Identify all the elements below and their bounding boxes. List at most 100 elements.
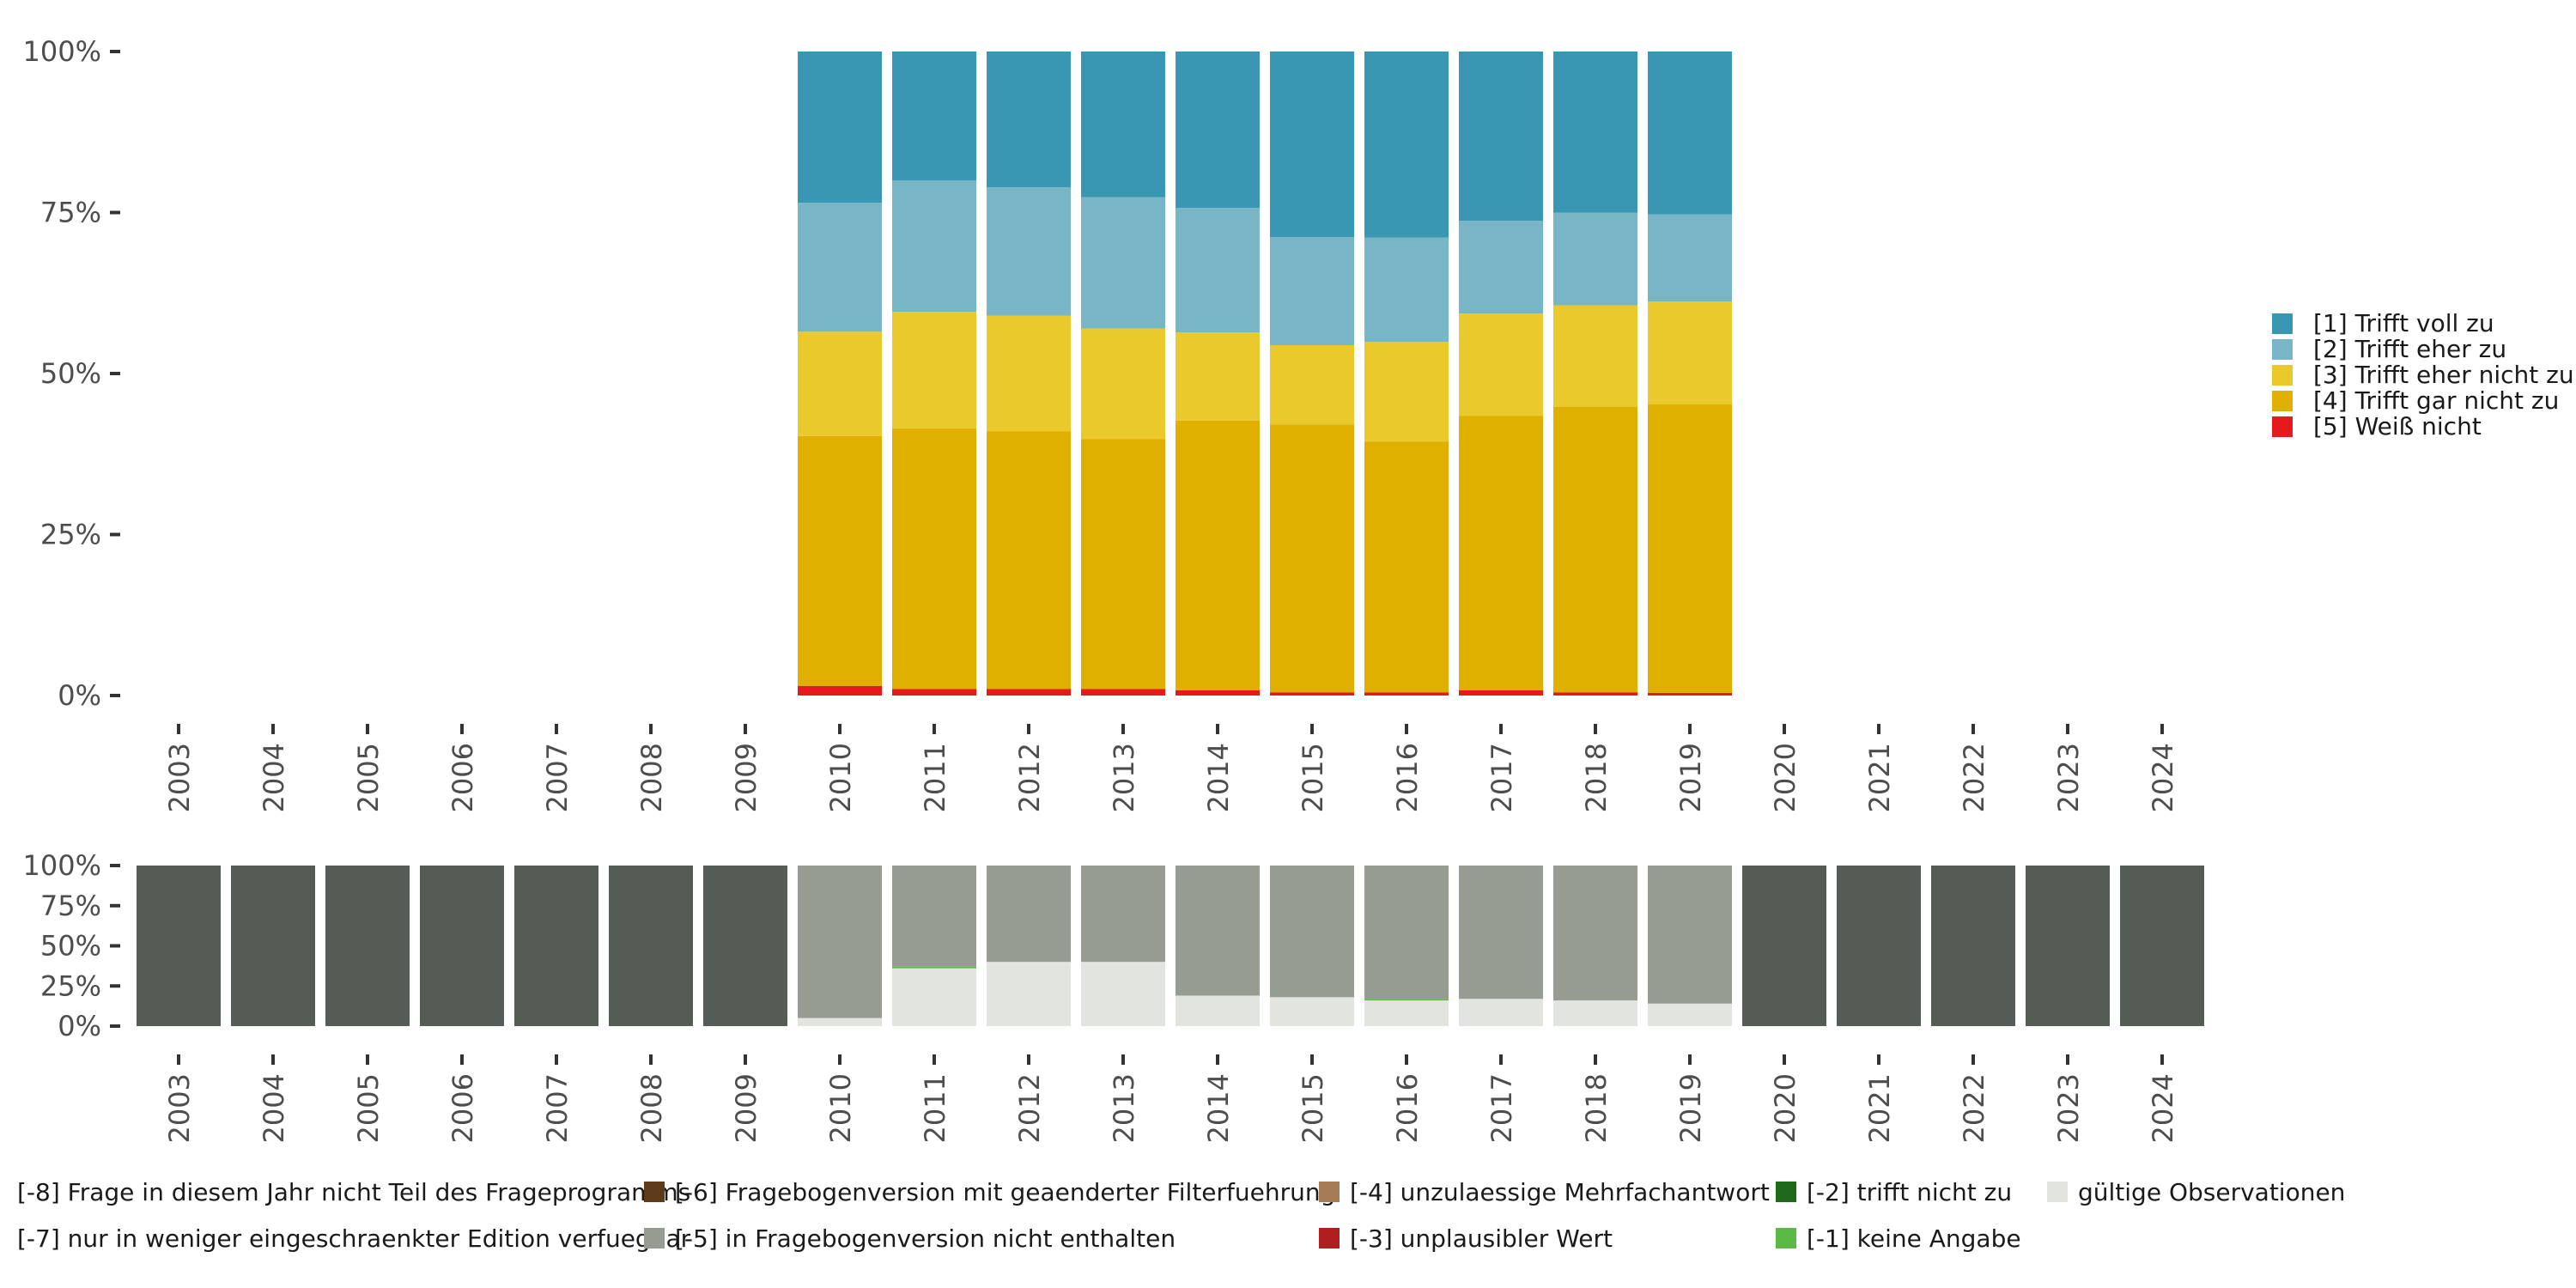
bar-1-trifft-voll-zu-2018 (1553, 52, 1637, 213)
bar-1-trifft-voll-zu-2013 (1081, 52, 1165, 197)
bar-5-wei-nicht-2013 (1081, 689, 1165, 696)
bar-5-wei-nicht-2012 (987, 689, 1071, 696)
bar-5-in-fragebogenversion-nicht-enthalten-2013 (1081, 866, 1165, 963)
bottom-legend-label-2-trifft-nicht-zu: [-2] trifft nicht zu (1807, 1178, 2012, 1206)
x-tick-label-2024: 2024 (2147, 1073, 2179, 1143)
bar-4-trifft-gar-nicht-zu-2014 (1176, 420, 1260, 690)
bottom-legend-label-7-nur-in-weniger-eingeschraenkter-edition-verfuegbar: [-7] nur in weniger eingeschraenkter Edi… (17, 1224, 691, 1253)
bar-g-ltige-observationen-2016 (1364, 1000, 1449, 1026)
x-tick-label-2019: 2019 (1674, 743, 1707, 812)
bottom-legend-swatch-3-unplausibler-wert (1319, 1228, 1340, 1249)
bar-4-trifft-gar-nicht-zu-2018 (1553, 407, 1637, 693)
bar-8-frage-in-diesem-jahr-nicht-teil-des-frageprogramms-2022 (1931, 866, 2015, 1026)
x-tick-label-2021: 2021 (1863, 743, 1896, 812)
bar-1-trifft-voll-zu-2011 (892, 52, 976, 180)
bottom-legend: [-8] Frage in diesem Jahr nicht Teil des… (17, 1178, 2345, 1253)
bar-8-frage-in-diesem-jahr-nicht-teil-des-frageprogramms-2023 (2026, 866, 2110, 1026)
bar-5-in-fragebogenversion-nicht-enthalten-2017 (1459, 866, 1543, 999)
x-tick-label-2015: 2015 (1297, 1073, 1329, 1143)
bar-8-frage-in-diesem-jahr-nicht-teil-des-frageprogramms-2024 (2120, 866, 2204, 1026)
bottom-legend-label-g-ltige-observationen: gültige Observationen (2078, 1178, 2345, 1206)
x-tick-label-2021: 2021 (1863, 1073, 1896, 1143)
bar-5-wei-nicht-2014 (1176, 690, 1260, 696)
x-tick-label-2017: 2017 (1485, 743, 1518, 812)
bottom-legend-label-4-unzulaessige-mehrfachantwort: [-4] unzulaessige Mehrfachantwort (1350, 1178, 1770, 1206)
x-tick-label-2012: 2012 (1013, 1073, 1046, 1143)
bar-3-trifft-eher-nicht-zu-2010 (798, 331, 882, 436)
x-tick-label-2012: 2012 (1013, 743, 1046, 812)
legend-swatch-1-trifft-voll-zu (2272, 313, 2293, 334)
legend-swatch-5-wei-nicht (2272, 416, 2293, 437)
top-panel: 0% 25% 50% 75% 100% 2003 2004 2005 2006 2007 2008 2… (23, 35, 2179, 812)
bar-5-in-fragebogenversion-nicht-enthalten-2015 (1270, 866, 1354, 998)
bar-3-trifft-eher-nicht-zu-2019 (1648, 301, 1732, 404)
bottom-panel: 0% 25% 50% 75% 100% 2003 2004 2005 2006 2007 2008 2… (23, 849, 2204, 1143)
bottom-legend-label-1-keine-angabe: [-1] keine Angabe (1807, 1224, 2021, 1253)
x-tick-label-2005: 2005 (352, 743, 385, 812)
legend-swatch-2-trifft-eher-zu (2272, 339, 2293, 360)
bar-g-ltige-observationen-2014 (1176, 995, 1260, 1026)
y-tick-label: 75% (40, 197, 101, 229)
bar-4-trifft-gar-nicht-zu-2012 (987, 431, 1071, 690)
x-tick-label-2019: 2019 (1674, 1073, 1707, 1143)
x-tick-label-2020: 2020 (1769, 1073, 1801, 1143)
bar-8-frage-in-diesem-jahr-nicht-teil-des-frageprogramms-2021 (1837, 866, 1921, 1026)
bar-5-in-fragebogenversion-nicht-enthalten-2014 (1176, 866, 1260, 996)
bar-4-trifft-gar-nicht-zu-2015 (1270, 424, 1354, 693)
x-tick-label-2016: 2016 (1391, 1073, 1424, 1143)
bar-8-frage-in-diesem-jahr-nicht-teil-des-frageprogramms-2006 (420, 866, 504, 1026)
bottom-legend-swatch-6-fragebogenversion-mit-geaenderter-filterfuehrung (644, 1182, 665, 1202)
x-tick-label-2024: 2024 (2147, 743, 2179, 812)
x-tick-label-2008: 2008 (635, 743, 668, 812)
bar-1-keine-angabe-2011 (892, 966, 976, 969)
x-tick-label-2011: 2011 (919, 743, 951, 812)
x-tick-label-2007: 2007 (541, 743, 574, 812)
bar-2-trifft-eher-zu-2013 (1081, 197, 1165, 329)
bar-g-ltige-observationen-2017 (1459, 999, 1543, 1026)
x-tick-label-2017: 2017 (1485, 1073, 1518, 1143)
y-tick-label: 75% (40, 890, 101, 922)
bar-1-trifft-voll-zu-2014 (1176, 52, 1260, 209)
bar-3-trifft-eher-nicht-zu-2017 (1459, 313, 1543, 416)
bar-8-frage-in-diesem-jahr-nicht-teil-des-frageprogramms-2003 (137, 866, 221, 1026)
bar-8-frage-in-diesem-jahr-nicht-teil-des-frageprogramms-2009 (703, 866, 787, 1026)
bar-1-trifft-voll-zu-2017 (1459, 52, 1543, 222)
x-tick-label-2008: 2008 (635, 1073, 668, 1143)
bar-4-trifft-gar-nicht-zu-2019 (1648, 404, 1732, 693)
y-tick-label: 0% (58, 1010, 101, 1042)
bar-2-trifft-eher-zu-2014 (1176, 208, 1260, 332)
bar-1-trifft-voll-zu-2016 (1364, 52, 1449, 238)
x-tick-label-2010: 2010 (824, 1073, 857, 1143)
bar-8-frage-in-diesem-jahr-nicht-teil-des-frageprogramms-2007 (514, 866, 598, 1026)
bar-g-ltige-observationen-2011 (892, 968, 976, 1026)
bar-2-trifft-eher-zu-2019 (1648, 214, 1732, 301)
bottom-legend-label-5-in-fragebogenversion-nicht-enthalten: [-5] in Fragebogenversion nicht enthalte… (675, 1224, 1176, 1253)
bar-5-in-fragebogenversion-nicht-enthalten-2018 (1553, 866, 1637, 1001)
bottom-legend-label-8-frage-in-diesem-jahr-nicht-teil-des-frageprogramms: [-8] Frage in diesem Jahr nicht Teil des… (17, 1178, 690, 1206)
bottom-legend-swatch-2-trifft-nicht-zu (1776, 1182, 1796, 1202)
bar-1-trifft-voll-zu-2019 (1648, 52, 1732, 215)
y-tick-label: 50% (40, 930, 101, 963)
legend-swatch-3-trifft-eher-nicht-zu (2272, 365, 2293, 386)
bar-3-trifft-eher-nicht-zu-2015 (1270, 345, 1354, 425)
x-tick-label-2009: 2009 (730, 743, 762, 812)
bar-8-frage-in-diesem-jahr-nicht-teil-des-frageprogramms-2004 (231, 866, 315, 1026)
bar-5-in-fragebogenversion-nicht-enthalten-2011 (892, 866, 976, 967)
legend-label-3-trifft-eher-nicht-zu: [3] Trifft eher nicht zu (2313, 361, 2574, 389)
bar-3-trifft-eher-nicht-zu-2016 (1364, 342, 1449, 442)
bar-2-trifft-eher-zu-2016 (1364, 237, 1449, 343)
x-tick-label-2014: 2014 (1202, 743, 1235, 812)
bar-5-wei-nicht-2017 (1459, 690, 1543, 696)
x-tick-label-2015: 2015 (1297, 743, 1329, 812)
bar-5-wei-nicht-2018 (1553, 692, 1637, 696)
bottom-legend-swatch-5-in-fragebogenversion-nicht-enthalten (644, 1228, 665, 1249)
bar-5-wei-nicht-2019 (1648, 693, 1732, 696)
x-tick-label-2016: 2016 (1391, 743, 1424, 812)
bar-1-trifft-voll-zu-2010 (798, 52, 882, 204)
bar-g-ltige-observationen-2019 (1648, 1003, 1732, 1026)
x-tick-label-2013: 2013 (1108, 1073, 1140, 1143)
x-tick-label-2007: 2007 (541, 1073, 574, 1143)
bar-2-trifft-eher-zu-2010 (798, 203, 882, 332)
x-tick-label-2004: 2004 (258, 1073, 290, 1143)
legend-label-2-trifft-eher-zu: [2] Trifft eher zu (2313, 335, 2506, 363)
